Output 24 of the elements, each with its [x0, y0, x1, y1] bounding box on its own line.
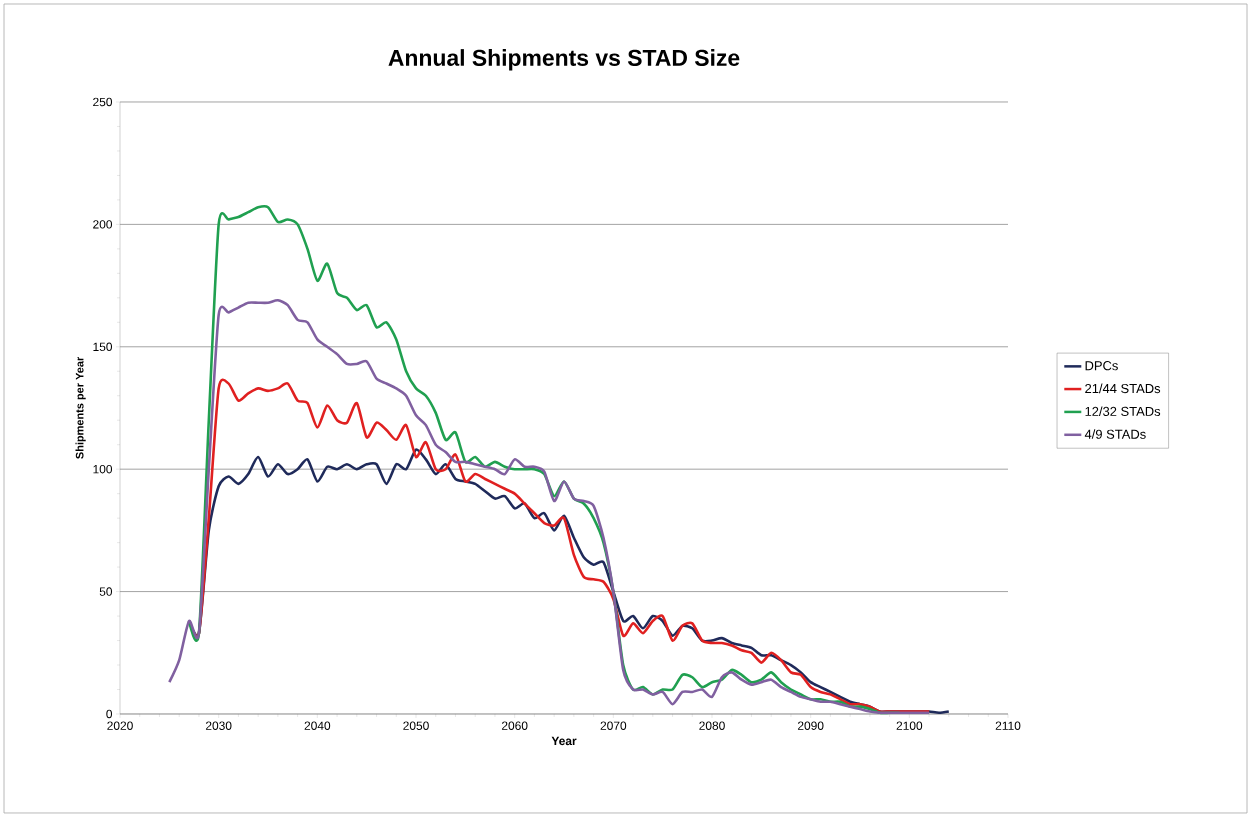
line-series — [168, 298, 931, 715]
x-tick-label: 2100 — [896, 721, 923, 730]
y-axis-title: Shipments per Year — [75, 356, 86, 459]
y-tick-label: 250 — [93, 97, 113, 107]
x-tick-label: 2080 — [699, 721, 725, 730]
x-tick-label: 2040 — [304, 721, 331, 730]
x-axis-title: Year — [551, 736, 577, 746]
y-tick-label: 150 — [93, 342, 113, 352]
x-tick-label: 2050 — [403, 721, 429, 730]
x-tick-label: 2110 — [995, 721, 1021, 730]
x-tick-label: 2020 — [107, 721, 133, 730]
x-tick-label: 2060 — [501, 721, 528, 730]
y-tick-label: 50 — [99, 587, 113, 596]
x-tick-label: 2090 — [797, 721, 824, 730]
legend-label: 21/44 STADs — [1085, 383, 1161, 394]
chart-title: Annual Shipments vs STAD Size — [388, 49, 740, 71]
legend-label: 4/9 STADs — [1084, 429, 1146, 439]
legend-label: 12/32 STADs — [1085, 406, 1161, 416]
y-tick-label: 200 — [93, 220, 113, 229]
y-tick-label: 100 — [93, 464, 113, 474]
legend-label: DPCs — [1085, 361, 1118, 371]
y-tick-label: 0 — [106, 709, 113, 719]
x-tick-label: 2030 — [205, 721, 232, 730]
x-tick-label: 2070 — [600, 721, 627, 730]
